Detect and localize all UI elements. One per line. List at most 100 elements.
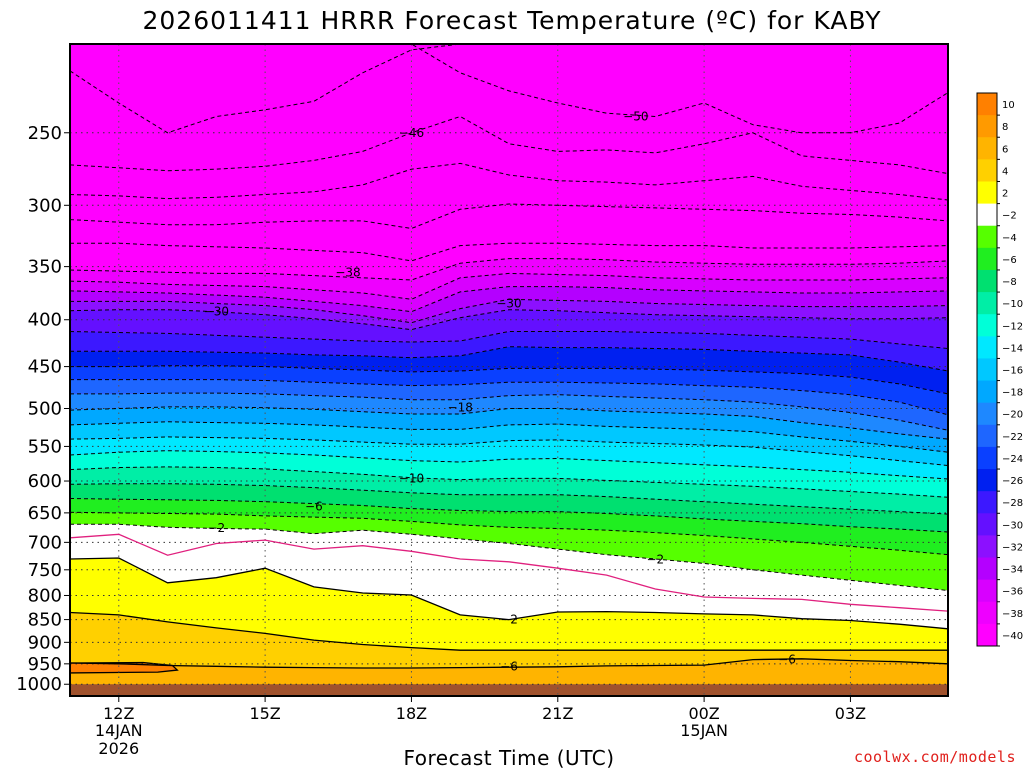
pressure-tick-label: 450	[28, 357, 62, 378]
colorbar-swatch	[977, 181, 997, 205]
credit-text: coolwx.com/models	[854, 748, 1016, 766]
colorbar-label: 4	[1002, 166, 1008, 177]
x-axis-label: Forecast Time (UTC)	[403, 746, 614, 768]
band-m26-to-m24	[70, 346, 948, 394]
colorbar-swatch	[977, 380, 997, 404]
pressure-tick-label: 850	[28, 610, 62, 631]
colorbar-swatch	[977, 557, 997, 581]
colorbar-label: −8	[1002, 277, 1017, 288]
band-m2-to-0	[70, 524, 948, 612]
contour-label: −30	[204, 305, 229, 319]
band-0-to-2	[70, 534, 948, 629]
pressure-tick-label: 250	[28, 123, 62, 144]
pressure-tick-label: 1000	[16, 674, 62, 695]
contour-label: −10	[399, 471, 424, 485]
band-m6-to-m4	[70, 498, 948, 555]
colorbar-label: −2	[1002, 211, 1017, 222]
pressure-tick-label: 700	[28, 532, 62, 553]
pressure-axis: 2503003504004505005506006507007508008509…	[16, 123, 70, 695]
colorbar: 10 8 6 4 2 −2 −4 −6 −8 −10 −12 −14 −16 −18 −20 −22 −24 −2…	[976, 92, 1023, 647]
band-m22-to-m20	[70, 379, 948, 431]
contour-label: −2	[500, 613, 518, 627]
colorbar-label: −24	[1002, 454, 1023, 465]
colorbar-label: −4	[1002, 233, 1017, 244]
colorbar-swatch	[977, 579, 997, 603]
colorbar-swatch	[977, 491, 997, 514]
band-m34-to-m32	[70, 286, 948, 323]
band-m40-to-m38	[70, 243, 948, 280]
contour-label: −18	[448, 401, 473, 415]
colorbar-swatch	[977, 358, 997, 382]
colorbar-label: −14	[1002, 343, 1023, 354]
pressure-tick-label: 650	[28, 503, 62, 524]
pressure-tick-label: 550	[28, 436, 62, 457]
colorbar-label: −36	[1002, 587, 1023, 598]
colorbar-swatch	[977, 203, 997, 227]
colorbar-swatch	[977, 247, 997, 271]
colorbar-label: −28	[1002, 498, 1023, 509]
colorbar-swatch	[977, 535, 997, 559]
colorbar-swatch	[977, 115, 997, 138]
colorbar-label: −6	[1002, 255, 1017, 266]
contour-label: −38	[335, 265, 360, 279]
colorbar-label: −12	[1002, 321, 1023, 332]
isotherm-2	[70, 557, 948, 630]
colorbar-label: −20	[1002, 410, 1023, 421]
band-m44-to-m42	[70, 163, 948, 229]
band-4-to-6	[70, 612, 948, 668]
contour-label: −30	[496, 296, 521, 310]
time-tick-year: 2026	[98, 739, 139, 758]
colorbar-label: 10	[1002, 100, 1015, 111]
colorbar-label: −16	[1002, 366, 1023, 377]
pressure-tick-label: 400	[28, 310, 62, 331]
ground-band	[70, 684, 948, 696]
colorbar-label: 2	[1002, 189, 1008, 200]
temperature-bands	[70, 44, 948, 696]
band-m20-to-m18	[70, 393, 948, 440]
time-tick-label: 00Z	[688, 704, 719, 723]
time-tick-date: 14JAN	[95, 721, 143, 740]
colorbar-swatch	[977, 314, 997, 337]
time-tick-label: 15Z	[249, 704, 280, 723]
colorbar-swatch	[977, 137, 997, 160]
colorbar-label: −30	[1002, 520, 1023, 531]
contour-label: −46	[399, 126, 424, 140]
band-m12-to-m10	[70, 450, 948, 498]
colorbar-swatch	[977, 513, 997, 536]
band-m24-to-m22	[70, 365, 948, 415]
pressure-tick-label: 500	[28, 399, 62, 420]
time-tick-label: 21Z	[542, 704, 573, 723]
contour-label: −2	[646, 553, 664, 567]
pressure-tick-label: 900	[28, 632, 62, 653]
colorbar-swatch	[977, 402, 997, 426]
band-m36-to-m34	[70, 273, 948, 312]
contour-label: −2	[207, 521, 225, 535]
colorbar-swatch	[977, 225, 997, 249]
colorbar-swatch	[977, 446, 997, 470]
pressure-tick-label: 600	[28, 471, 62, 492]
colorbar-swatch	[977, 623, 997, 647]
colorbar-label: −40	[1002, 631, 1023, 642]
isotherm-m32	[70, 298, 948, 324]
isotherm-lines	[70, 44, 948, 696]
colorbar-swatch	[977, 424, 997, 448]
chart-title: 2026011411 HRRR Forecast Temperature (ºC…	[142, 6, 881, 35]
isotherm-m30	[70, 309, 948, 331]
time-tick-date: 15JAN	[680, 721, 728, 740]
pressure-tick-label: 750	[28, 560, 62, 581]
colorbar-label: −22	[1002, 432, 1023, 443]
colorbar-swatch	[977, 159, 997, 182]
isotherm-m38	[70, 258, 948, 281]
band-m28-to-m26	[70, 331, 948, 371]
band-m30-to-m28	[70, 309, 948, 349]
isotherm-m34	[70, 286, 948, 313]
colorbar-label: −38	[1002, 609, 1023, 620]
band-m4-to-m2	[70, 512, 948, 591]
colorbar-label: −18	[1002, 388, 1023, 399]
contour-label: −6	[500, 659, 518, 673]
colorbar-label: 6	[1002, 144, 1008, 155]
pressure-tick-label: 950	[28, 654, 62, 675]
band-m46-to-m44	[70, 116, 948, 200]
isotherm-4	[70, 611, 948, 651]
colorbar-swatch	[977, 292, 997, 315]
